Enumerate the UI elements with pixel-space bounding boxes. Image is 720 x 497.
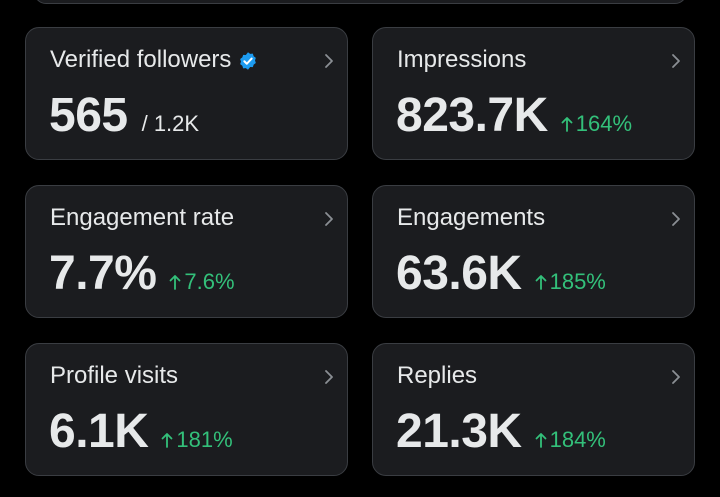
profile-visits-card[interactable]: Profile visits 6.1K 181% — [25, 343, 348, 476]
replies-label: Replies — [397, 362, 478, 389]
engagements-card[interactable]: Engagements 63.6K 185% — [372, 185, 695, 318]
impressions-delta-value: 164% — [575, 111, 633, 136]
replies-delta: 184% — [535, 427, 606, 453]
chevron-right-icon[interactable] — [323, 52, 335, 70]
verified-followers-card[interactable]: Verified followers 565 / 1.2K — [25, 27, 348, 160]
arrow-up-icon — [535, 275, 546, 290]
value-row: 21.3K 184% — [396, 404, 606, 460]
verified-badge-icon — [240, 52, 257, 70]
impressions-value: 823.7K — [396, 89, 548, 142]
replies-delta-value: 184% — [549, 427, 606, 452]
impressions-delta: 164% — [561, 111, 632, 137]
engagement-rate-delta-value: 7.6% — [184, 269, 235, 294]
previous-card-edge — [34, 0, 687, 4]
chevron-right-icon[interactable] — [670, 368, 682, 386]
engagement-rate-label: Engagement rate — [50, 204, 235, 231]
chevron-right-icon[interactable] — [670, 210, 682, 228]
chevron-right-icon[interactable] — [323, 368, 335, 386]
profile-visits-delta-value: 181% — [176, 427, 233, 452]
value-row: 823.7K 164% — [396, 88, 632, 144]
chevron-right-icon[interactable] — [670, 52, 682, 70]
replies-card[interactable]: Replies 21.3K 184% — [372, 343, 695, 476]
value-row: 63.6K 185% — [396, 246, 606, 302]
profile-visits-label: Profile visits — [50, 362, 179, 389]
engagement-rate-value: 7.7% — [49, 247, 157, 300]
verified-followers-value: 565 — [49, 89, 128, 142]
chevron-right-icon[interactable] — [323, 210, 335, 228]
value-row: 7.7% 7.6% — [49, 246, 235, 302]
card-label: Verified followers — [50, 45, 258, 75]
value-row: 6.1K 181% — [49, 404, 233, 460]
arrow-up-icon — [170, 275, 181, 290]
engagements-delta: 185% — [535, 269, 606, 295]
verified-followers-label: Verified followers — [50, 46, 232, 73]
engagement-rate-delta: 7.6% — [169, 269, 235, 295]
engagements-label: Engagements — [397, 204, 546, 231]
impressions-label: Impressions — [397, 46, 527, 73]
engagements-value: 63.6K — [396, 247, 522, 300]
profile-visits-delta: 181% — [161, 427, 233, 453]
verified-followers-total: / 1.2K — [141, 111, 200, 136]
profile-visits-value: 6.1K — [49, 405, 149, 458]
replies-value: 21.3K — [396, 405, 522, 458]
engagements-delta-value: 185% — [549, 269, 606, 294]
arrow-up-icon — [535, 433, 546, 448]
value-row: 565 / 1.2K — [49, 88, 199, 144]
arrow-up-icon — [161, 433, 173, 448]
impressions-card[interactable]: Impressions 823.7K 164% — [372, 27, 695, 160]
engagement-rate-card[interactable]: Engagement rate 7.7% 7.6% — [25, 185, 348, 318]
arrow-up-icon — [561, 117, 573, 132]
